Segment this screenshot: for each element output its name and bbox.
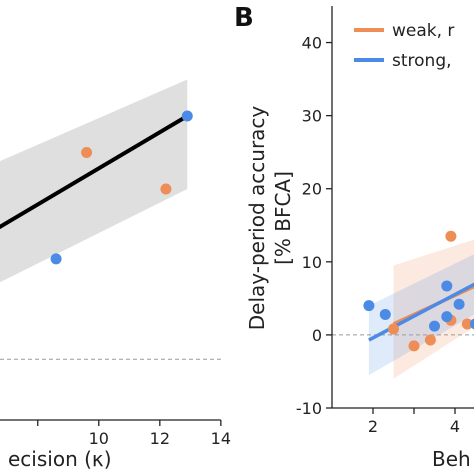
x-tick-label: 2 [368,417,378,436]
x-tick-label: 12 [150,429,170,448]
panel-b-points [363,230,474,352]
data-point [181,110,193,122]
y-tick-label: 20 [302,180,322,199]
x-tick-label: 4 [450,417,460,436]
data-point [160,183,172,195]
panel-b-y-ticks: -10 0 10 20 30 40 [296,34,332,418]
data-point [441,311,453,323]
confidence-band [0,79,188,283]
data-point [461,318,473,330]
x-tick-label: 10 [89,429,109,448]
y-tick-label: -10 [296,399,322,418]
data-point [388,323,399,335]
panel-b-legend: weak, r strong, [354,21,454,71]
panel-b-x-axis-label: Beh [432,447,471,471]
data-point [470,318,474,330]
panel-a-fit-line [0,114,189,230]
panel-a-confidence-band [0,79,188,283]
data-point [408,340,420,352]
panel-a-points [50,110,193,265]
data-point [441,280,453,292]
data-point [363,300,375,312]
data-point [424,334,436,346]
data-point [81,146,93,158]
panel-a-x-ticks: 10 12 14 [37,420,231,448]
panel-b-y-axis-label-line1: Delay-period accuracy [245,106,269,331]
data-point [445,230,457,242]
data-point [453,298,465,310]
y-tick-label: 30 [302,107,322,126]
panel-a-x-axis-label: ecision (κ) [8,447,112,471]
y-tick-label: 10 [302,253,322,272]
x-tick-label: 14 [211,429,231,448]
panel-b-letter: B [234,3,254,33]
y-tick-label: 0 [312,326,322,345]
legend-label: weak, r [392,21,454,41]
y-tick-label: 40 [302,34,322,53]
data-point [429,320,440,332]
panel-b-y-axis-label-line2: [% BFCA] [271,171,295,265]
data-point [50,253,62,265]
data-point [379,308,391,320]
legend-label: strong, [392,51,452,71]
panel-a-plot: 10 12 14 ecision (κ) [0,79,231,471]
